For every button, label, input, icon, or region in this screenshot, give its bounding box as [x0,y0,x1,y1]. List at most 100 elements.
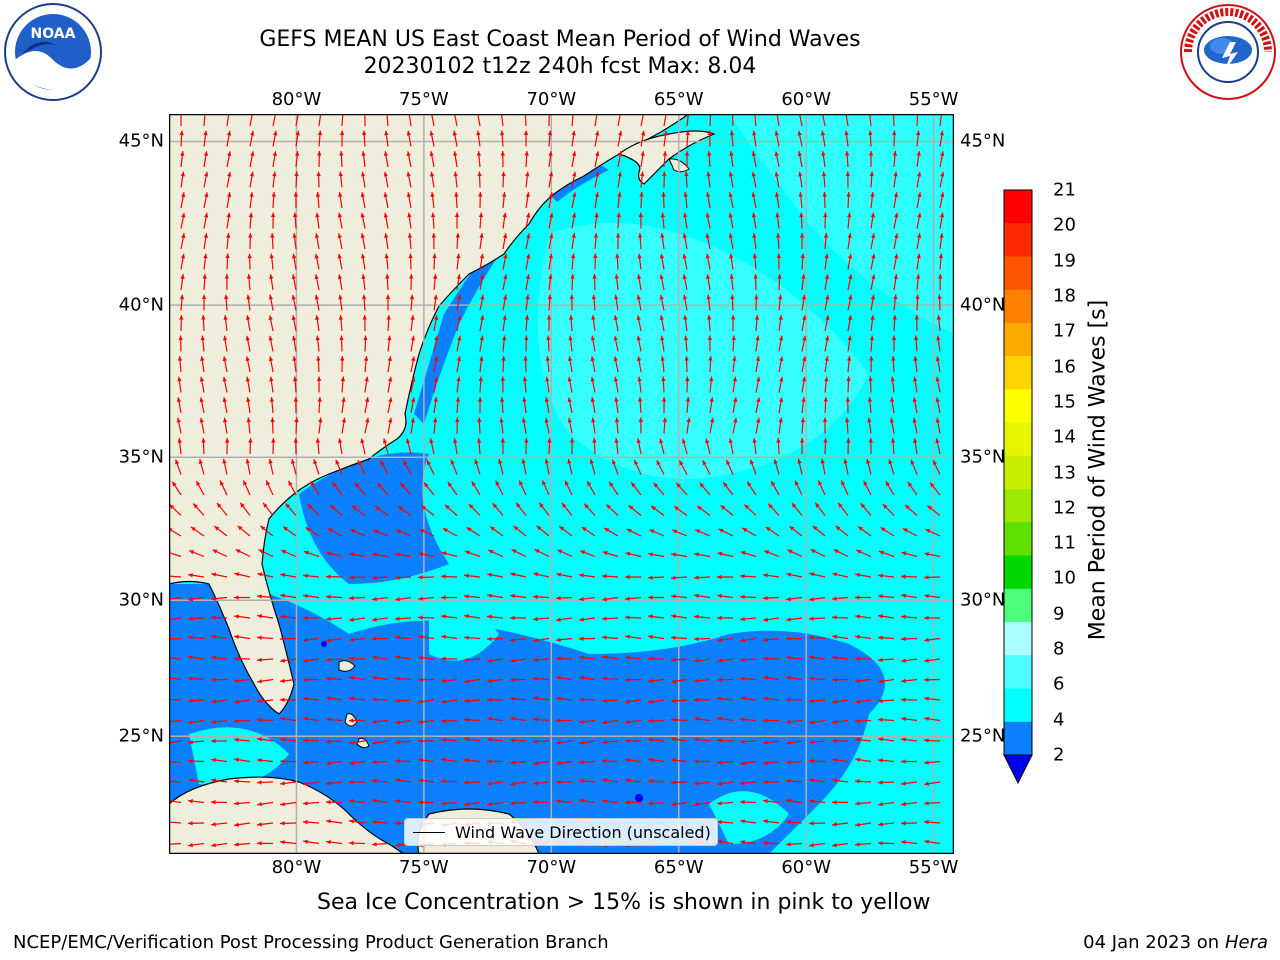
wave-direction-arrow [662,171,667,188]
wave-direction-arrow [464,737,481,742]
wave-direction-arrow [222,356,228,373]
wave-direction-arrow [916,130,921,147]
wave-direction-arrow [479,253,485,270]
wave-direction-arrow [479,315,485,332]
wave-direction-arrow [857,526,872,537]
wave-direction-arrow [786,596,803,602]
wave-direction-arrow [394,616,412,621]
wave-direction-arrow [246,274,252,291]
wave-direction-arrow [639,171,645,188]
wave-direction-arrow [327,527,343,537]
wave-direction-arrow [913,438,918,455]
wave-direction-arrow [614,274,619,291]
wave-direction-arrow [739,594,757,600]
wave-direction-arrow [558,525,573,537]
wave-direction-arrow [533,781,550,786]
wave-direction-arrow [630,481,642,496]
map-legend: Wind Wave Direction (unscaled) [404,818,718,846]
wave-direction-arrow [303,781,320,786]
wave-direction-arrow [395,719,412,725]
wave-direction-arrow [325,799,343,805]
wave-direction-arrow [372,719,389,724]
wave-direction-arrow [915,294,920,311]
colorbar-tick-label: 8 [1053,638,1065,660]
wave-direction-arrow [456,253,461,270]
wave-direction-arrow [498,458,504,475]
wave-direction-arrow [901,658,918,663]
wave-direction-arrow [638,417,644,434]
wave-direction-arrow [775,212,780,229]
lon-tick-label: 55°W [908,857,959,878]
wave-direction-arrow [532,676,550,681]
wave-direction-arrow [867,417,872,434]
wave-direction-arrow [739,676,757,681]
wave-direction-arrow [693,759,711,764]
wave-direction-arrow [219,480,228,496]
wave-direction-arrow [544,458,550,475]
wave-direction-arrow [809,719,826,725]
wave-direction-arrow [877,635,895,640]
wave-direction-arrow [337,233,343,250]
ocean-min-spot [635,794,643,802]
wave-direction-arrow [200,356,205,373]
wave-direction-arrow [177,438,182,455]
wave-direction-arrow [924,819,941,825]
wave-direction-arrow [708,355,713,373]
wave-direction-arrow [203,233,208,250]
wave-direction-arrow [432,274,438,291]
wave-direction-arrow [891,355,896,373]
wave-direction-arrow [234,842,251,847]
wave-direction-arrow [797,130,803,147]
wave-direction-arrow [180,212,186,229]
wave-direction-arrow [180,151,185,168]
wave-direction-arrow [499,417,504,434]
wave-direction-arrow [729,253,734,270]
wave-direction-arrow [799,437,805,455]
wave-direction-arrow [729,151,734,168]
lon-tick-label: 70°W [526,89,577,110]
wave-direction-arrow [739,799,757,805]
wave-direction-arrow [303,716,320,722]
wave-direction-arrow [477,417,482,434]
wave-direction-arrow [222,335,228,352]
wave-direction-arrow [246,417,251,434]
wave-direction-arrow [660,356,665,373]
wave-direction-arrow [624,677,642,682]
wave-direction-arrow [888,459,895,475]
wave-direction-arrow [878,573,895,578]
wave-direction-arrow [935,376,941,393]
wave-direction-arrow [510,696,527,701]
wave-direction-arrow [310,481,320,496]
wave-direction-arrow [521,458,527,475]
wave-direction-arrow [233,779,251,784]
wave-direction-arrow [179,294,185,311]
wave-direction-arrow [487,658,504,663]
lon-tick-label: 60°W [781,857,832,878]
wave-direction-arrow [426,459,435,475]
wave-direction-arrow [326,637,343,643]
wave-direction-arrow [571,130,576,147]
wave-direction-arrow [316,376,322,393]
wave-direction-arrow [740,696,757,701]
wave-direction-arrow [571,192,577,209]
wave-direction-arrow [824,253,829,270]
wave-direction-arrow [280,593,297,599]
wave-direction-arrow [615,253,620,270]
wave-direction-arrow [455,232,460,250]
wave-direction-arrow [847,294,853,311]
wave-direction-arrow [693,636,711,642]
wave-direction-arrow [914,314,919,332]
wave-direction-arrow [233,718,251,724]
footer-credit: NCEP/EMC/Verification Post Processing Pr… [13,932,609,953]
wave-direction-arrow [625,655,642,660]
wave-direction-arrow [509,615,527,621]
wave-direction-arrow [233,595,251,600]
wave-direction-arrow [594,171,600,188]
wave-direction-arrow [188,550,205,558]
national-weather-service-logo [1180,4,1276,100]
wave-direction-arrow [594,151,600,168]
wave-direction-arrow [303,593,320,599]
wave-direction-arrow [936,335,941,352]
wave-direction-arrow [868,437,874,455]
wave-direction-arrow [824,315,830,332]
